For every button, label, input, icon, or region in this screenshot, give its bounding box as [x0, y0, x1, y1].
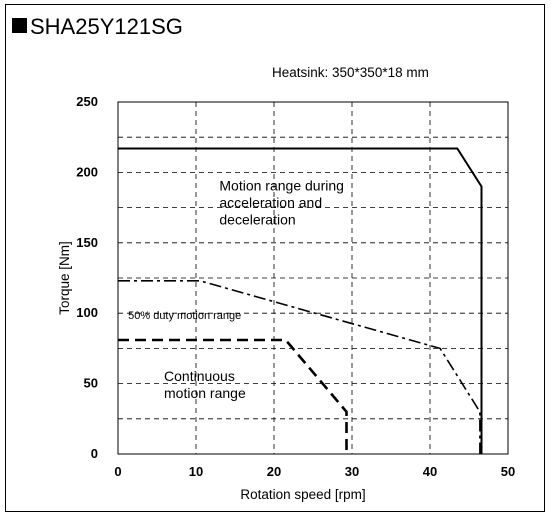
annotation-line: motion range	[164, 385, 246, 401]
chart-frame	[5, 4, 545, 512]
annotation-acceleration-range: Motion range during acceleration and decel…	[219, 178, 344, 228]
y-axis-title: Torque [Nm]	[57, 241, 72, 315]
y-tick-label: 100	[76, 305, 98, 320]
acceleration-limit-line	[118, 147, 483, 454]
duty50-limit-line	[118, 280, 481, 454]
chart-title: SHA25Y121SG	[12, 14, 183, 40]
y-tick-label: 0	[91, 446, 98, 461]
annotation-duty50-range: 50% duty motion range	[128, 310, 241, 322]
x-tick-label: 0	[114, 464, 121, 479]
x-axis-title: Rotation speed [rpm]	[240, 487, 365, 502]
continuous-limit-line	[118, 338, 348, 454]
x-tick-label: 10	[189, 464, 203, 479]
annotation-continuous-range: Continuous motion range	[164, 368, 246, 401]
x-tick-label: 30	[345, 464, 359, 479]
annotation-line: 50% duty motion range	[128, 310, 241, 322]
x-tick-label: 20	[267, 464, 281, 479]
y-tick-label: 150	[76, 235, 98, 250]
y-tick-label: 50	[84, 376, 98, 391]
y-tick-label: 250	[76, 94, 98, 109]
x-tick-label: 50	[501, 464, 515, 479]
y-tick-label: 200	[76, 164, 98, 179]
x-tick-label: 40	[423, 464, 437, 479]
title-square-marker	[12, 18, 27, 33]
title-text: SHA25Y121SG	[30, 14, 183, 39]
annotation-line: deceleration	[219, 212, 295, 228]
annotation-line: Continuous	[164, 368, 235, 384]
heatsink-note: Heatsink: 350*350*18 mm	[272, 65, 429, 80]
annotation-line: acceleration and	[219, 195, 322, 211]
annotation-line: Motion range during	[219, 178, 344, 194]
